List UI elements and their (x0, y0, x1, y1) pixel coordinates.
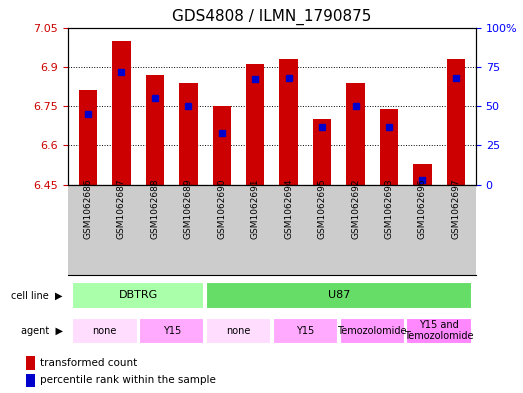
Title: GDS4808 / ILMN_1790875: GDS4808 / ILMN_1790875 (172, 9, 372, 25)
Bar (146, 75, 164, 185)
Bar (272, 318, 338, 344)
Bar (206, 318, 271, 344)
Text: percentile rank within the sample: percentile rank within the sample (40, 375, 215, 385)
Bar (447, 59, 465, 185)
Bar (179, 83, 198, 185)
Bar (72, 318, 138, 344)
Bar (112, 40, 131, 185)
Bar (139, 318, 204, 344)
Text: agent  ▶: agent ▶ (21, 326, 63, 336)
Text: Y15: Y15 (163, 325, 181, 336)
Bar (206, 283, 472, 309)
Text: none: none (93, 325, 117, 336)
Bar (339, 318, 405, 344)
Bar (26, 374, 35, 387)
Text: DBTRG: DBTRG (119, 290, 158, 300)
Bar (313, 119, 331, 185)
Bar (79, 90, 97, 185)
Text: transformed count: transformed count (40, 358, 137, 367)
Text: Y15 and
Temozolomide: Y15 and Temozolomide (404, 320, 474, 341)
Text: cell line  ▶: cell line ▶ (12, 291, 63, 301)
Bar (406, 318, 472, 344)
Bar (246, 64, 265, 185)
Bar (213, 106, 231, 185)
Bar (26, 356, 35, 369)
Text: U87: U87 (327, 290, 350, 300)
Bar (72, 283, 204, 309)
Bar (346, 83, 365, 185)
Bar (279, 59, 298, 185)
Text: none: none (226, 325, 251, 336)
Bar (413, 164, 431, 185)
Bar (380, 109, 398, 185)
Text: Y15: Y15 (296, 325, 314, 336)
Text: Temozolomide: Temozolomide (337, 325, 407, 336)
